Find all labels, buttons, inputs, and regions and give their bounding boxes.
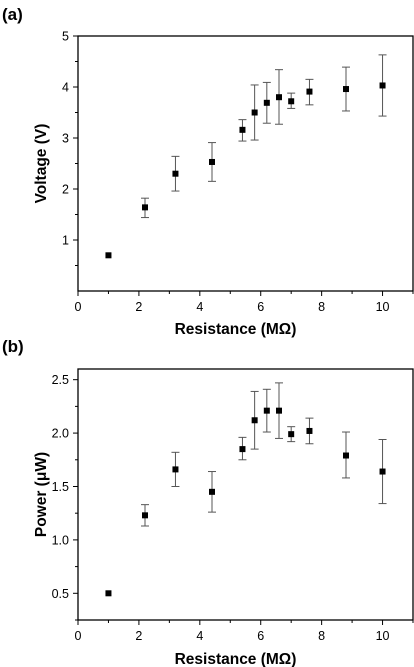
y-axis-title: Voltage (V) bbox=[33, 124, 50, 204]
data-point bbox=[276, 407, 282, 414]
data-point bbox=[288, 431, 295, 438]
data-point bbox=[251, 417, 258, 424]
data-point bbox=[209, 488, 215, 495]
data-point bbox=[172, 170, 179, 177]
x-tick-label: 10 bbox=[376, 629, 390, 643]
x-tick-label: 0 bbox=[75, 629, 82, 643]
x-tick-label: 6 bbox=[257, 300, 264, 314]
y-tick-label: 1.0 bbox=[52, 533, 69, 547]
data-point bbox=[306, 88, 313, 95]
data-point bbox=[263, 407, 270, 414]
y-tick-label: 5 bbox=[62, 30, 69, 44]
x-tick-label: 8 bbox=[318, 300, 325, 314]
plot-frame bbox=[77, 35, 414, 292]
data-point bbox=[105, 252, 112, 259]
data-point bbox=[251, 109, 258, 116]
data-point bbox=[105, 590, 112, 597]
y-tick-label: 2.0 bbox=[52, 427, 69, 441]
y-tick-label: 0.5 bbox=[52, 587, 69, 601]
data-point bbox=[142, 204, 148, 211]
y-tick-label: 1 bbox=[62, 234, 69, 248]
data-point bbox=[239, 126, 246, 133]
data-point bbox=[306, 427, 313, 434]
y-axis-title: Power (μW) bbox=[33, 452, 50, 537]
data-point bbox=[343, 452, 349, 459]
x-axis-title: Resistance (MΩ) bbox=[175, 321, 297, 338]
y-tick-label: 3 bbox=[62, 132, 69, 146]
y-tick-label: 2 bbox=[62, 183, 69, 197]
panel-b-power: (b) 0 2 4 6 8 10 0.5 1.0 1.5 2.0 2.5 Resistance (MΩ)… bbox=[2, 337, 414, 667]
panel-label: (a) bbox=[2, 5, 23, 24]
data-point bbox=[288, 98, 295, 105]
x-tick-label: 6 bbox=[257, 629, 264, 643]
y-tick-label: 4 bbox=[62, 81, 69, 95]
plot-frame bbox=[77, 368, 414, 621]
data-point bbox=[239, 446, 246, 453]
x-tick-label: 0 bbox=[75, 300, 82, 314]
data-point bbox=[172, 466, 179, 473]
data-point bbox=[379, 82, 386, 89]
data-point bbox=[263, 99, 270, 106]
x-tick-label: 8 bbox=[318, 629, 325, 643]
x-tick-label: 2 bbox=[135, 300, 142, 314]
data-point bbox=[209, 158, 215, 165]
data-point bbox=[343, 86, 349, 93]
y-tick-label: 1.5 bbox=[52, 480, 69, 494]
data-point bbox=[379, 468, 386, 475]
data-point bbox=[276, 94, 282, 101]
x-axis-title: Resistance (MΩ) bbox=[175, 651, 297, 667]
x-tick-label: 4 bbox=[196, 629, 203, 643]
x-tick-label: 2 bbox=[135, 629, 142, 643]
y-tick-label: 2.5 bbox=[52, 373, 69, 387]
x-tick-label: 10 bbox=[376, 300, 390, 314]
data-point bbox=[142, 512, 148, 519]
x-tick-label: 4 bbox=[196, 300, 203, 314]
panel-label: (b) bbox=[2, 337, 24, 356]
